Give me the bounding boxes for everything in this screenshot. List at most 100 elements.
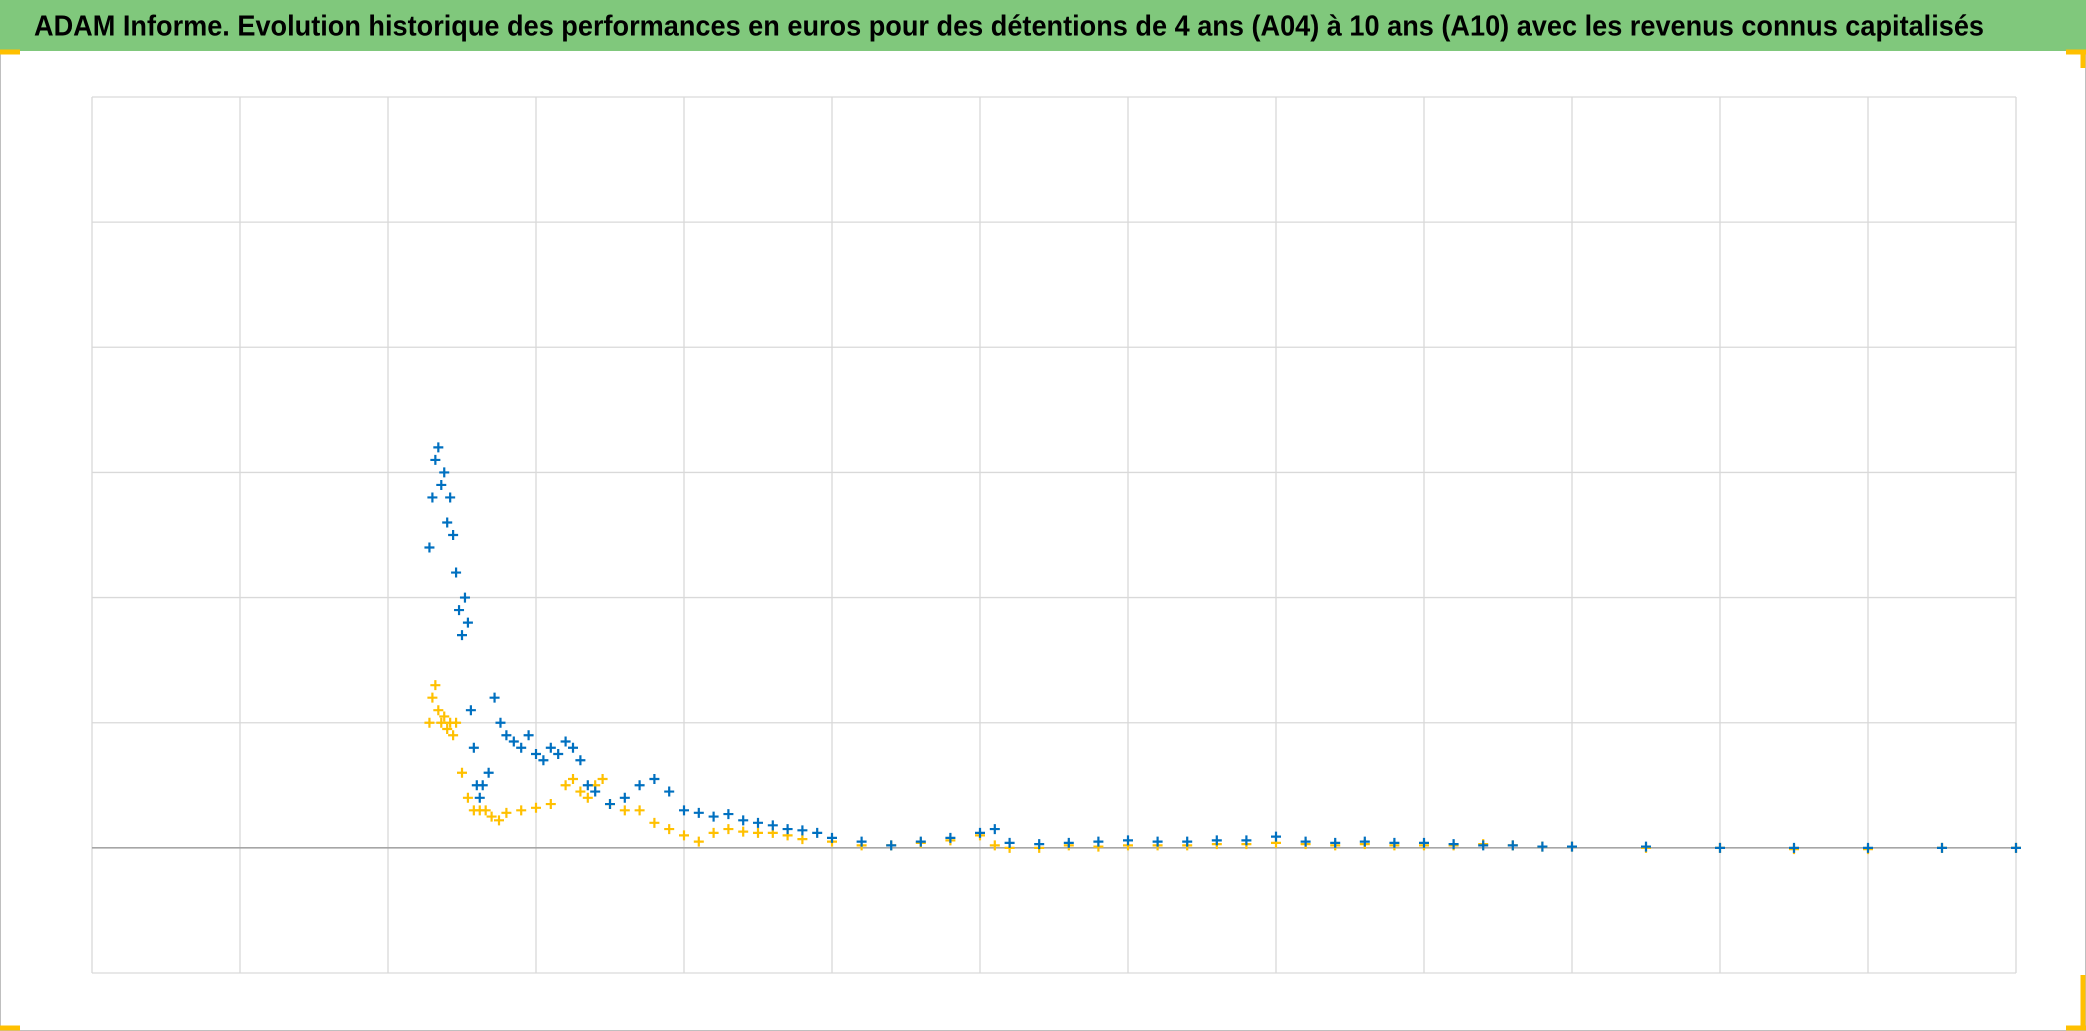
point [708,827,719,838]
point [1182,836,1193,847]
point [582,780,593,791]
point [856,836,867,847]
point [489,692,500,703]
point [451,717,462,728]
point [767,820,778,831]
point [1241,835,1252,846]
point [433,442,444,453]
point [989,840,1000,851]
point [560,736,571,747]
point [436,479,447,490]
point [664,786,675,797]
point [827,832,837,843]
point [495,717,506,728]
point [448,530,459,540]
point [945,832,956,843]
point [439,467,450,478]
point [468,742,479,753]
point [494,815,504,826]
point [782,824,793,835]
point [1271,831,1281,842]
point [477,780,488,791]
point [568,774,578,785]
point [427,492,438,503]
point [553,749,564,759]
point [531,749,541,759]
point [619,805,630,816]
point [1419,837,1429,848]
point [649,817,660,828]
chart-title: ADAM Informe. Evolution historique des p… [34,11,1984,43]
point [753,817,763,828]
point [560,780,571,791]
point [1537,841,1548,852]
point [462,617,473,628]
point [430,454,441,465]
point [1211,835,1222,846]
point [723,824,734,835]
point [462,792,473,803]
point [797,834,808,845]
point [459,592,470,603]
point [886,840,897,851]
point [582,792,593,803]
point [433,705,444,716]
point [590,786,601,797]
point [812,827,823,838]
point [474,792,485,803]
point [454,605,465,616]
plot-area [424,442,2021,855]
point [1330,837,1341,848]
point [693,807,704,818]
point [1937,842,1947,853]
point [2011,842,2021,853]
point [1715,842,1725,853]
point [545,742,556,753]
point [1389,837,1400,848]
point [597,774,608,785]
point [915,836,926,847]
point [693,836,704,847]
point [605,799,615,810]
point [634,805,645,816]
point [501,807,512,818]
point [1093,836,1104,847]
point [1300,836,1311,847]
point [753,827,763,838]
point [975,827,985,838]
title-bar [0,0,2086,51]
point [1567,841,1577,852]
point [738,815,749,826]
point [797,825,808,836]
point [483,767,494,778]
point [1063,837,1074,848]
point [679,805,689,816]
point [451,567,462,578]
point [1641,841,1651,852]
point [516,805,527,816]
point [1507,840,1518,851]
point [430,680,441,691]
point [1034,839,1045,850]
point [508,736,519,747]
point [679,830,689,841]
point [424,542,435,553]
corner-marks [0,49,2086,1031]
point [649,774,660,785]
point [723,809,734,820]
point [480,805,491,816]
point [457,767,467,778]
point [545,799,556,810]
point [457,630,467,641]
point [1123,835,1133,846]
point [538,755,549,766]
point [619,792,630,803]
point [1478,840,1489,851]
point [442,723,453,734]
point [1004,837,1015,848]
point [424,717,435,728]
point [501,730,512,741]
point [575,755,586,766]
point [439,711,450,722]
